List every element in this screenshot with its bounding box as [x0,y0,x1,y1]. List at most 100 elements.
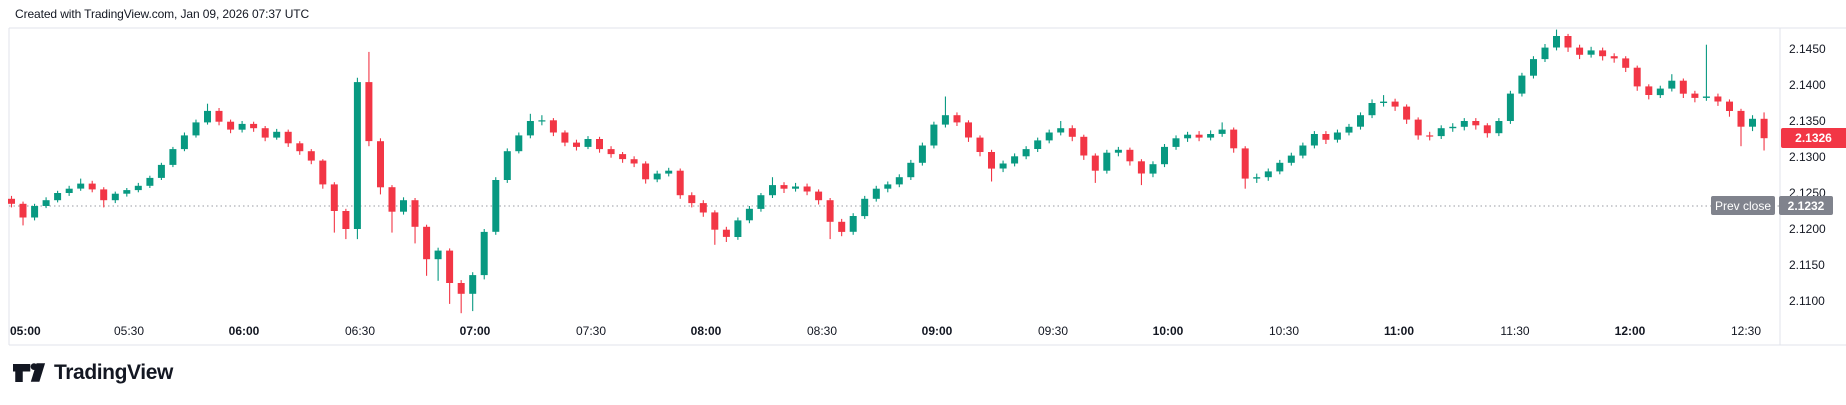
last-price-badge: 2.1326 [1781,128,1846,148]
candle [976,135,984,157]
candle [815,189,823,205]
candle [561,130,569,147]
candle [953,112,961,126]
candle [204,103,211,125]
candle [492,177,500,235]
candle [907,159,915,180]
time-tick-label: 06:00 [228,324,260,338]
candle [180,132,188,152]
candle [1437,125,1445,139]
candle [342,208,350,240]
candle [711,210,719,245]
candle [1080,134,1088,160]
candle [792,182,799,192]
candle [965,120,972,142]
time-tick-label: 07:30 [575,324,607,338]
candle [31,203,39,221]
time-tick-label: 05:00 [10,324,41,338]
time-tick-label: 10:00 [1152,324,1184,338]
candle [169,146,177,168]
price-tick-label: 2.1350 [1789,114,1826,128]
candle [1276,159,1284,175]
candle [457,280,465,314]
candle [1426,131,1434,141]
candle [642,161,650,184]
candle [192,119,200,138]
candle [273,128,281,140]
candle [1576,44,1584,60]
candle [446,248,454,304]
candle [250,121,258,132]
candle [849,213,857,235]
candle [734,217,742,240]
candle [826,198,834,240]
candle [54,190,62,203]
candle [330,182,338,233]
candle [19,201,27,226]
tradingview-logo-icon [13,363,46,382]
time-tick-label: 07:00 [459,324,491,338]
candle [549,118,557,137]
candle [1414,117,1422,140]
candle [480,229,488,280]
candle [596,136,603,153]
candle [1668,74,1676,92]
candle [77,178,85,191]
candle [1333,129,1341,143]
prev-close-label-badge: Prev close [1711,196,1775,215]
candle [688,192,696,208]
tradingview-logo[interactable]: TradingView [13,360,173,386]
candle [284,129,292,147]
candle [1691,90,1699,103]
candle [1472,118,1480,130]
candle [146,175,154,188]
candle [1114,146,1122,157]
candle [411,198,419,244]
candle [1714,93,1722,106]
candle [1149,161,1157,178]
candle [227,119,235,134]
tradingview-logo-text: TradingView [54,361,173,384]
price-tick-label: 2.1200 [1789,222,1826,236]
attribution-note: Created with TradingView.com, Jan 09, 20… [15,7,310,21]
candle [1253,173,1261,183]
candle [803,183,811,196]
candle [377,138,384,195]
candle [65,185,73,196]
price-tick-label: 2.1100 [1789,294,1825,308]
candle [1126,147,1134,166]
time-tick-label: 05:30 [113,324,145,338]
time-tick-label: 08:00 [690,324,722,338]
candle [123,188,131,197]
candle [1022,146,1030,160]
candle [918,142,926,166]
candle [653,170,661,183]
candle [1057,121,1065,136]
candle [1391,98,1399,111]
candle [872,185,880,202]
candle [665,167,673,177]
candle [388,185,396,233]
candle [1449,123,1457,132]
candle [1622,56,1630,72]
candle [607,146,615,158]
time-tick-label: 09:00 [921,324,953,338]
time-tick-label: 06:30 [344,324,376,338]
candle [1241,146,1249,189]
candle [1207,130,1215,141]
candle [1553,29,1560,51]
candle [988,149,995,182]
time-tick-label: 08:30 [806,324,838,338]
price-tick-label: 2.1150 [1789,258,1825,272]
candle [1726,99,1733,117]
candle [1541,44,1549,62]
candle [1760,112,1768,151]
candle [8,195,15,208]
candle [111,191,119,204]
candle [538,115,546,126]
candle [1633,65,1641,91]
candle [261,126,269,142]
candle [1345,123,1353,136]
candle [895,174,903,188]
